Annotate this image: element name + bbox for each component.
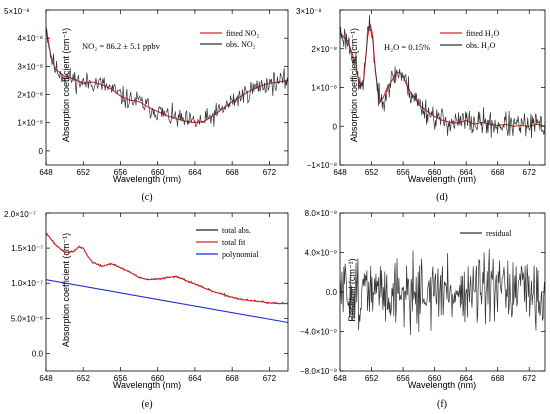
ytick-label-c: 2×10⁻⁸ bbox=[17, 91, 43, 100]
panel-e-caption: (e) bbox=[141, 399, 152, 410]
panel-e-xlabel: Wavelength (nm) bbox=[113, 380, 181, 390]
xtick-label-e: 656 bbox=[114, 374, 128, 383]
panel-e-legend-label-fit: total fit bbox=[222, 238, 246, 247]
ytick-label-e: 1.0×10⁻⁷ bbox=[11, 279, 43, 288]
panel-c: 5×10⁻⁸ Absorption coefficient (cm⁻¹) Wav… bbox=[4, 7, 259, 203]
ytick-label-c: 1×10⁻⁸ bbox=[17, 119, 43, 128]
xtick-label-c: 652 bbox=[77, 168, 91, 177]
panel-f-legend: residual bbox=[460, 229, 512, 238]
xtick-label-e: 668 bbox=[225, 374, 239, 383]
ytick-label-f: −4.0×10⁻⁹ bbox=[300, 328, 337, 337]
xtick-label-d: 652 bbox=[365, 168, 379, 177]
panel-d-xlabel: Wavelength (nm) bbox=[408, 174, 476, 184]
xtick-label-f: 656 bbox=[396, 374, 410, 383]
ytick-label-d: 1×10⁻⁸ bbox=[311, 84, 337, 93]
xtick-label-f: 672 bbox=[523, 374, 537, 383]
xtick-label-e: 664 bbox=[188, 374, 202, 383]
panel-e-legend: total abs. total fit polynomial bbox=[196, 226, 259, 259]
xtick-label-c: 648 bbox=[39, 168, 53, 177]
xtick-label-d: 656 bbox=[396, 168, 410, 177]
xtick-label-c: 656 bbox=[114, 168, 128, 177]
axes-frame-c bbox=[45, 9, 289, 166]
ytick-label-c: 4×10⁻⁸ bbox=[17, 34, 43, 43]
xtick-label-f: 664 bbox=[459, 374, 473, 383]
panel-f-caption: (f) bbox=[437, 399, 447, 410]
ytick-label-e: 0.0 bbox=[32, 349, 44, 358]
ytick-label-d: 2×10⁻⁸ bbox=[311, 45, 337, 54]
panel-e-legend-label-poly: polynomial bbox=[222, 250, 259, 259]
plot-c: 648 652 656 660 664 668 672 0 1×10⁻⁸ 2×10⁻⁸ 3×10⁻⁸… bbox=[17, 9, 289, 177]
plot-layer: 648 652 656 660 664 668 67201×10⁻⁸2×10⁻⁸3×10⁻⁸… bbox=[11, 9, 546, 383]
panel-c-annotation: NO₂ = 86.2 ± 5.1 ppbv bbox=[82, 41, 161, 51]
ytick-label-d: −1×10⁻⁸ bbox=[307, 161, 337, 170]
ytick-label-f: 8.0×10⁻⁹ bbox=[305, 209, 337, 218]
ytick-label-f: 4.0×10⁻⁹ bbox=[305, 249, 337, 258]
panel-d-ytick-top: 3×10⁻⁸ bbox=[296, 7, 322, 16]
panel-c-ytick-top: 5×10⁻⁸ bbox=[4, 7, 30, 16]
xtick-label-d: 648 bbox=[333, 168, 347, 177]
ytick-label-c: 3×10⁻⁸ bbox=[17, 62, 43, 71]
axes-frame-e bbox=[45, 212, 289, 372]
panel-c-ylabel: Absorption coefficient (cm⁻¹) bbox=[61, 28, 71, 142]
panel-d-caption: (d) bbox=[436, 192, 448, 203]
panel-d-legend-label-fit: fitted H₂O bbox=[466, 29, 499, 38]
xtick-label-e: 672 bbox=[263, 374, 277, 383]
xtick-label-c: 672 bbox=[263, 168, 277, 177]
panel-c-legend-label-fit: fitted NO₂ bbox=[226, 29, 259, 38]
series-f-0 bbox=[340, 249, 545, 336]
panel-f-xlabel: Wavelength (nm) bbox=[408, 380, 476, 390]
series-c-1 bbox=[46, 30, 288, 128]
panel-e: 2.0×10⁻⁷ Absorption coefficient (cm⁻¹) W… bbox=[4, 210, 259, 410]
ytick-label-e: 5.0×10⁻⁸ bbox=[11, 314, 43, 323]
xtick-label-e: 652 bbox=[77, 374, 91, 383]
series-e-0 bbox=[46, 233, 288, 305]
plot-f: 648 652 656 660 664 668 672 −8.0×10⁻⁹ −4.0×10⁻⁹ 0… bbox=[300, 209, 546, 383]
xtick-label-f: 668 bbox=[491, 374, 505, 383]
xtick-label-c: 668 bbox=[225, 168, 239, 177]
panel-e-legend-label-abs: total abs. bbox=[222, 226, 251, 235]
xtick-label-f: 652 bbox=[365, 374, 379, 383]
plot-d: 648 652 656 660 664 668 672 −1×10⁻⁸ 0 1×10⁻⁸ 2×10⁻… bbox=[307, 9, 546, 177]
xtick-label-c: 660 bbox=[151, 168, 165, 177]
panel-e-ylabel: Absorption coefficient (cm⁻¹) bbox=[61, 233, 71, 347]
series-e-2 bbox=[46, 279, 288, 324]
series-d-1 bbox=[340, 14, 545, 139]
series-c-0 bbox=[46, 26, 288, 124]
panel-e-ytick-top: 2.0×10⁻⁷ bbox=[4, 210, 36, 219]
panel-d-annotation: H₂O = 0.15% bbox=[384, 42, 430, 52]
xtick-label-c: 664 bbox=[188, 168, 202, 177]
panel-c-xlabel: Wavelength (nm) bbox=[113, 174, 181, 184]
panel-c-legend: fitted NO₂ obs. NO₂ bbox=[200, 29, 259, 49]
panel-d-ylabel: Absorption coefficient (cm⁻¹) bbox=[349, 28, 359, 142]
panel-c-legend-label-obs: obs. NO₂ bbox=[226, 40, 256, 49]
panel-d: 3×10⁻⁸ Absorption coefficient (cm⁻¹) Wav… bbox=[296, 7, 499, 203]
plot-e: 648 652 656 660 664 668 672 0.0 5.0×10⁻⁸ 1.0×10⁻⁷… bbox=[11, 212, 289, 383]
series-e-1 bbox=[46, 232, 288, 305]
xtick-label-d: 668 bbox=[491, 168, 505, 177]
panel-d-legend: fitted H₂O obs. H₂O bbox=[440, 29, 499, 50]
ytick-label-f: −8.0×10⁻⁹ bbox=[300, 367, 337, 376]
ytick-label-d: 0 bbox=[333, 122, 338, 131]
xtick-label-d: 672 bbox=[523, 168, 537, 177]
ytick-label-f: 0.0 bbox=[326, 288, 338, 297]
panel-c-caption: (c) bbox=[141, 192, 152, 203]
xtick-label-f: 660 bbox=[428, 374, 442, 383]
panel-d-legend-label-obs: obs. H₂O bbox=[466, 41, 496, 50]
ytick-label-c: 0 bbox=[39, 147, 44, 156]
xtick-label-e: 648 bbox=[39, 374, 53, 383]
panel-f-legend-label: residual bbox=[486, 229, 512, 238]
xtick-label-f: 648 bbox=[333, 374, 347, 383]
xtick-label-d: 664 bbox=[459, 168, 473, 177]
xtick-label-d: 660 bbox=[428, 168, 442, 177]
ytick-label-e: 1.5×10⁻⁷ bbox=[11, 244, 43, 253]
xtick-label-e: 660 bbox=[151, 374, 165, 383]
